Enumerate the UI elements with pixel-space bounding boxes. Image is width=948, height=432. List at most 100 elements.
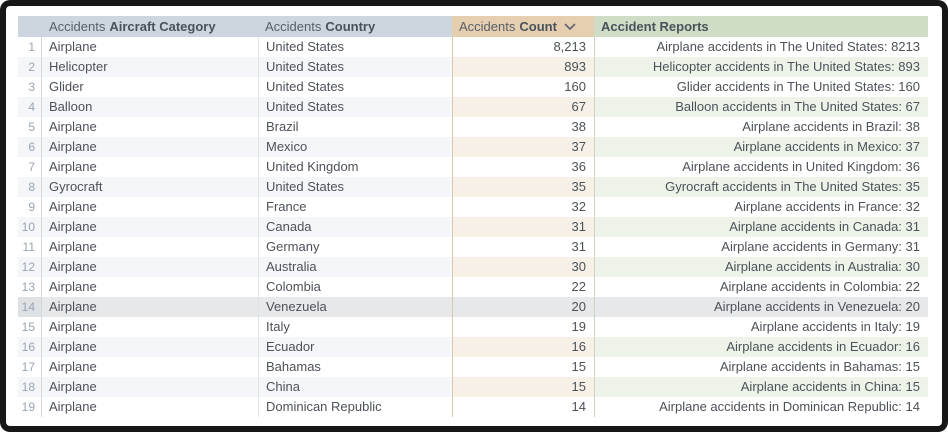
country-cell: Ecuador (258, 337, 452, 357)
table-row[interactable]: 9 Airplane France 32 Airplane accidents in F… (18, 197, 928, 217)
column-header-count[interactable]: Accidents Count (452, 16, 594, 37)
column-header-prefix: Accidents (49, 19, 106, 34)
column-header-label: Aircraft Category (109, 19, 216, 34)
aircraft-category-cell: Balloon (42, 97, 258, 117)
row-index-cell: 10 (18, 217, 42, 237)
aircraft-category-cell: Airplane (42, 377, 258, 397)
accidents-table: Accidents Aircraft Category Accidents Coun… (18, 16, 928, 417)
report-cell: Airplane accidents in United Kingdom: 36 (594, 157, 928, 177)
row-index-cell: 19 (18, 397, 42, 417)
table-row[interactable]: 7 Airplane United Kingdom 36 Airplane accide… (18, 157, 928, 177)
row-index-cell: 5 (18, 117, 42, 137)
count-cell: 15 (452, 357, 594, 377)
table-row[interactable]: 4 Balloon United States 67 Balloon accidents… (18, 97, 928, 117)
column-header-label: Country (325, 19, 376, 34)
aircraft-category-cell: Airplane (42, 317, 258, 337)
table-row[interactable]: 16 Airplane Ecuador 16 Airplane accidents in… (18, 337, 928, 357)
column-header-country[interactable]: Accidents Country (258, 16, 452, 37)
count-cell: 32 (452, 197, 594, 217)
country-cell: United States (258, 77, 452, 97)
row-index-cell: 14 (18, 297, 42, 317)
column-header-aircraft-category[interactable]: Accidents Aircraft Category (42, 16, 258, 37)
report-cell: Airplane accidents in Brazil: 38 (594, 117, 928, 137)
report-cell: Gyrocraft accidents in The United States… (594, 177, 928, 197)
report-cell: Airplane accidents in Australia: 30 (594, 257, 928, 277)
country-cell: Italy (258, 317, 452, 337)
aircraft-category-cell: Airplane (42, 357, 258, 377)
table-row[interactable]: 18 Airplane China 15 Airplane accidents in C… (18, 377, 928, 397)
row-index-cell: 16 (18, 337, 42, 357)
table-row[interactable]: 13 Airplane Colombia 22 Airplane accidents i… (18, 277, 928, 297)
report-cell: Airplane accidents in Bahamas: 15 (594, 357, 928, 377)
table-row[interactable]: 14 Airplane Venezuela 20 Airplane accidents … (18, 297, 928, 317)
country-cell: Australia (258, 257, 452, 277)
row-index-cell: 9 (18, 197, 42, 217)
table-row[interactable]: 3 Glider United States 160 Glider accidents … (18, 77, 928, 97)
column-header-accident-reports[interactable]: Accident Reports (594, 16, 928, 37)
row-index-cell: 3 (18, 77, 42, 97)
count-cell: 38 (452, 117, 594, 137)
table-row[interactable]: 5 Airplane Brazil 38 Airplane accidents in B… (18, 117, 928, 137)
table-row[interactable]: 12 Airplane Australia 30 Airplane accidents … (18, 257, 928, 277)
table-row[interactable]: 17 Airplane Bahamas 15 Airplane accidents in… (18, 357, 928, 377)
table-row[interactable]: 6 Airplane Mexico 37 Airplane accidents in M… (18, 137, 928, 157)
count-cell: 36 (452, 157, 594, 177)
table-header-row: Accidents Aircraft Category Accidents Coun… (18, 16, 928, 37)
report-cell: Airplane accidents in Venezuela: 20 (594, 297, 928, 317)
table-row[interactable]: 10 Airplane Canada 31 Airplane accidents in … (18, 217, 928, 237)
aircraft-category-cell: Airplane (42, 397, 258, 417)
report-cell: Airplane accidents in Dominican Republic… (594, 397, 928, 417)
row-index-cell: 6 (18, 137, 42, 157)
data-table-panel: Accidents Aircraft Category Accidents Coun… (6, 6, 942, 426)
report-cell: Airplane accidents in Germany: 31 (594, 237, 928, 257)
count-cell: 37 (452, 137, 594, 157)
aircraft-category-cell: Airplane (42, 217, 258, 237)
table-row[interactable]: 11 Airplane Germany 31 Airplane accidents in… (18, 237, 928, 257)
country-cell: United Kingdom (258, 157, 452, 177)
row-index-cell: 2 (18, 57, 42, 77)
table-row[interactable]: 15 Airplane Italy 19 Airplane accidents in I… (18, 317, 928, 337)
table-row[interactable]: 2 Helicopter United States 893 Helicopter ac… (18, 57, 928, 77)
report-cell: Airplane accidents in Canada: 31 (594, 217, 928, 237)
count-cell: 893 (452, 57, 594, 77)
aircraft-category-cell: Airplane (42, 117, 258, 137)
table-row[interactable]: 8 Gyrocraft United States 35 Gyrocraft accid… (18, 177, 928, 197)
aircraft-category-cell: Helicopter (42, 57, 258, 77)
aircraft-category-cell: Airplane (42, 277, 258, 297)
count-cell: 31 (452, 217, 594, 237)
aircraft-category-cell: Airplane (42, 157, 258, 177)
report-cell: Airplane accidents in Ecuador: 16 (594, 337, 928, 357)
report-cell: Airplane accidents in Colombia: 22 (594, 277, 928, 297)
chevron-down-icon (564, 16, 576, 37)
count-cell: 31 (452, 237, 594, 257)
report-cell: Helicopter accidents in The United State… (594, 57, 928, 77)
row-index-cell: 8 (18, 177, 42, 197)
column-header-label: Accident Reports (601, 19, 709, 34)
column-header-prefix: Accidents (459, 19, 516, 34)
aircraft-category-cell: Airplane (42, 37, 258, 57)
country-cell: France (258, 197, 452, 217)
count-cell: 8,213 (452, 37, 594, 57)
row-index-cell: 7 (18, 157, 42, 177)
column-header-index (18, 16, 42, 37)
aircraft-category-cell: Glider (42, 77, 258, 97)
report-cell: Balloon accidents in The United States: … (594, 97, 928, 117)
row-index-cell: 12 (18, 257, 42, 277)
count-cell: 15 (452, 377, 594, 397)
count-cell: 20 (452, 297, 594, 317)
row-index-cell: 17 (18, 357, 42, 377)
count-cell: 14 (452, 397, 594, 417)
country-cell: United States (258, 177, 452, 197)
report-cell: Airplane accidents in Mexico: 37 (594, 137, 928, 157)
count-cell: 67 (452, 97, 594, 117)
aircraft-category-cell: Airplane (42, 197, 258, 217)
aircraft-category-cell: Airplane (42, 257, 258, 277)
aircraft-category-cell: Airplane (42, 237, 258, 257)
aircraft-category-cell: Airplane (42, 137, 258, 157)
row-index-cell: 15 (18, 317, 42, 337)
table-row[interactable]: 19 Airplane Dominican Republic 14 Airplane a… (18, 397, 928, 417)
country-cell: Canada (258, 217, 452, 237)
country-cell: Mexico (258, 137, 452, 157)
table-row[interactable]: 1 Airplane United States 8,213 Airplane acci… (18, 37, 928, 57)
row-index-cell: 11 (18, 237, 42, 257)
